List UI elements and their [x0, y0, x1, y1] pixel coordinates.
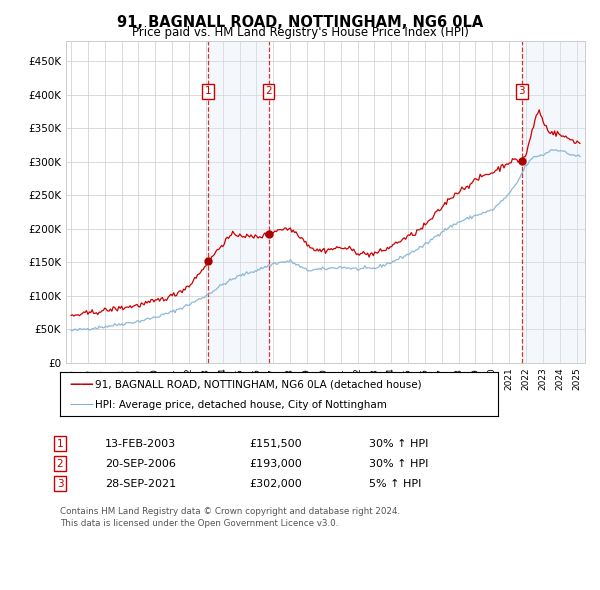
- Bar: [521, 41, 585, 363]
- Text: 3: 3: [56, 479, 64, 489]
- Text: 1: 1: [205, 86, 211, 96]
- Text: £302,000: £302,000: [249, 479, 302, 489]
- Text: Contains HM Land Registry data © Crown copyright and database right 2024.
This d: Contains HM Land Registry data © Crown c…: [60, 507, 400, 528]
- Text: 2: 2: [265, 86, 272, 96]
- Text: 30% ↑ HPI: 30% ↑ HPI: [369, 439, 428, 448]
- Text: 5% ↑ HPI: 5% ↑ HPI: [369, 479, 421, 489]
- Text: 1: 1: [56, 439, 64, 448]
- Text: 91, BAGNALL ROAD, NOTTINGHAM, NG6 0LA: 91, BAGNALL ROAD, NOTTINGHAM, NG6 0LA: [117, 15, 483, 30]
- Text: Price paid vs. HM Land Registry's House Price Index (HPI): Price paid vs. HM Land Registry's House …: [131, 26, 469, 39]
- Text: 91, BAGNALL ROAD, NOTTINGHAM, NG6 0LA (detached house): 91, BAGNALL ROAD, NOTTINGHAM, NG6 0LA (d…: [95, 379, 421, 389]
- Text: £151,500: £151,500: [249, 439, 302, 448]
- Text: HPI: Average price, detached house, City of Nottingham: HPI: Average price, detached house, City…: [95, 400, 386, 410]
- Text: ——: ——: [69, 398, 94, 411]
- Text: ——: ——: [69, 378, 94, 391]
- Text: 30% ↑ HPI: 30% ↑ HPI: [369, 459, 428, 468]
- Text: 3: 3: [518, 86, 525, 96]
- Text: £193,000: £193,000: [249, 459, 302, 468]
- Text: 20-SEP-2006: 20-SEP-2006: [105, 459, 176, 468]
- Text: 2: 2: [56, 459, 64, 468]
- Bar: [208, 41, 269, 363]
- Text: 13-FEB-2003: 13-FEB-2003: [105, 439, 176, 448]
- Text: 28-SEP-2021: 28-SEP-2021: [105, 479, 176, 489]
